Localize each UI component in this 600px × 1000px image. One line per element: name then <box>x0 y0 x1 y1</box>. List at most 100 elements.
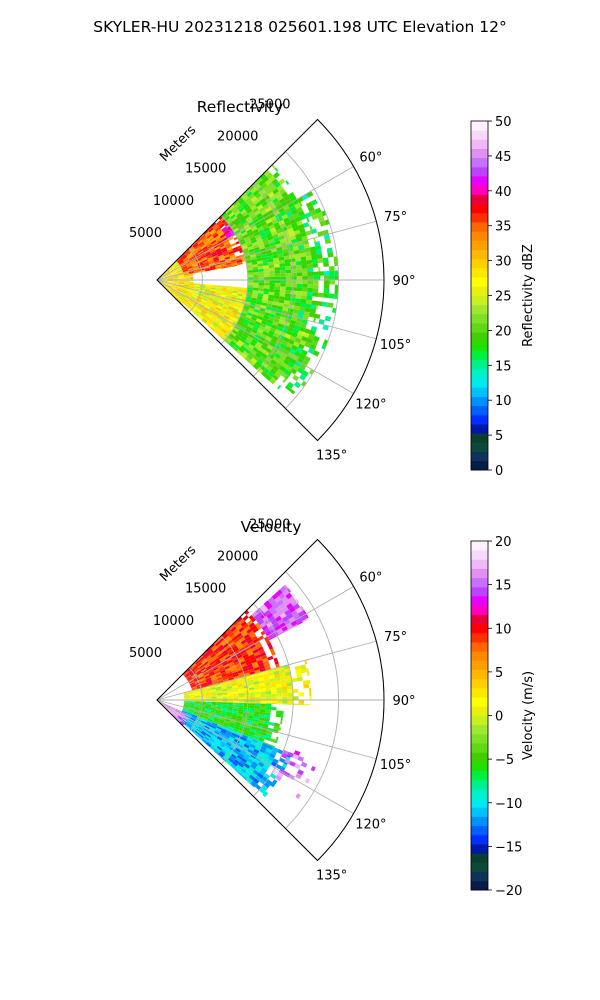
data-cell <box>249 694 256 698</box>
data-cell <box>279 585 287 593</box>
data-cell <box>254 703 261 707</box>
data-cell <box>209 651 215 657</box>
data-cell <box>187 677 193 682</box>
data-cell <box>212 256 219 260</box>
data-cell <box>206 234 213 239</box>
data-cell <box>243 236 250 241</box>
data-cell <box>252 363 260 370</box>
colorbar-tick-label: 0 <box>495 464 503 479</box>
data-cell <box>199 732 205 738</box>
data-cell <box>208 671 215 675</box>
data-cell <box>189 682 196 686</box>
data-cell <box>266 303 273 308</box>
data-cell <box>241 323 248 329</box>
data-cell <box>236 681 243 686</box>
data-cell <box>169 265 174 270</box>
colorbar-tick-label: −5 <box>495 753 514 768</box>
data-cell <box>286 211 294 218</box>
colorbar-swatch <box>471 249 488 260</box>
colorbar-swatch <box>471 212 488 223</box>
data-cell <box>269 280 276 284</box>
data-cell <box>217 644 224 650</box>
data-cell <box>271 251 278 256</box>
data-cell <box>205 665 212 670</box>
data-cell <box>183 694 190 697</box>
data-cell <box>237 291 244 295</box>
data-cell <box>270 684 277 689</box>
data-cell <box>301 295 307 300</box>
data-cell <box>223 745 230 751</box>
data-cell <box>212 656 219 661</box>
data-cell <box>319 220 327 227</box>
data-cell <box>231 685 238 689</box>
data-cell <box>283 336 290 343</box>
data-cell <box>209 660 215 666</box>
data-cell <box>183 274 190 277</box>
data-cell <box>248 221 255 227</box>
data-cell <box>297 330 305 336</box>
data-cell <box>301 264 308 269</box>
data-cell <box>178 275 184 277</box>
data-cell <box>255 303 262 308</box>
data-cell <box>247 748 254 754</box>
data-cell <box>272 321 279 327</box>
data-cell <box>250 624 257 631</box>
data-cell <box>223 325 230 330</box>
data-cell <box>211 241 218 246</box>
data-cell <box>254 654 262 659</box>
data-cell <box>250 357 258 364</box>
data-cell <box>262 317 269 323</box>
data-cell <box>259 231 267 237</box>
data-cell <box>245 646 252 652</box>
data-cell <box>253 218 260 224</box>
data-cell <box>186 676 193 681</box>
data-cell <box>230 213 237 220</box>
data-cell <box>235 301 241 306</box>
data-cell <box>226 646 232 652</box>
data-cell <box>199 271 206 273</box>
data-cell <box>238 770 245 776</box>
data-cell <box>201 683 208 687</box>
data-cell <box>220 265 227 269</box>
data-cell <box>260 731 267 737</box>
data-cell <box>261 234 268 240</box>
data-cell <box>231 730 238 735</box>
data-cell <box>202 237 208 243</box>
data-cell <box>251 738 259 744</box>
data-cell <box>239 750 246 756</box>
data-cell <box>198 725 204 730</box>
data-cell <box>269 368 277 375</box>
data-cell <box>252 181 259 188</box>
data-cell <box>263 717 270 722</box>
data-cell <box>236 642 243 648</box>
data-cell <box>274 276 281 280</box>
data-cell <box>306 337 313 344</box>
data-cell <box>166 284 173 287</box>
data-cell <box>185 305 190 310</box>
data-cell <box>189 299 195 304</box>
data-cell <box>287 227 294 234</box>
data-cell <box>195 300 201 304</box>
data-cell <box>223 663 230 668</box>
data-cell <box>252 311 259 316</box>
data-cell <box>256 764 263 771</box>
data-cell <box>247 274 254 278</box>
data-cell <box>306 667 309 673</box>
data-cell <box>245 724 252 729</box>
data-cell <box>207 668 213 673</box>
data-cell <box>261 302 268 307</box>
data-cell <box>283 619 291 626</box>
data-cell <box>233 675 240 680</box>
data-cell <box>265 685 271 689</box>
data-cell <box>203 261 209 265</box>
data-cell <box>186 293 192 297</box>
data-cell <box>216 702 223 704</box>
data-cell <box>246 312 253 317</box>
data-cell <box>167 280 174 282</box>
data-cell <box>270 627 277 634</box>
data-cell <box>228 250 235 255</box>
data-cell <box>191 714 198 718</box>
data-cell <box>218 331 225 338</box>
data-cell <box>287 751 294 758</box>
data-cell <box>210 325 216 331</box>
